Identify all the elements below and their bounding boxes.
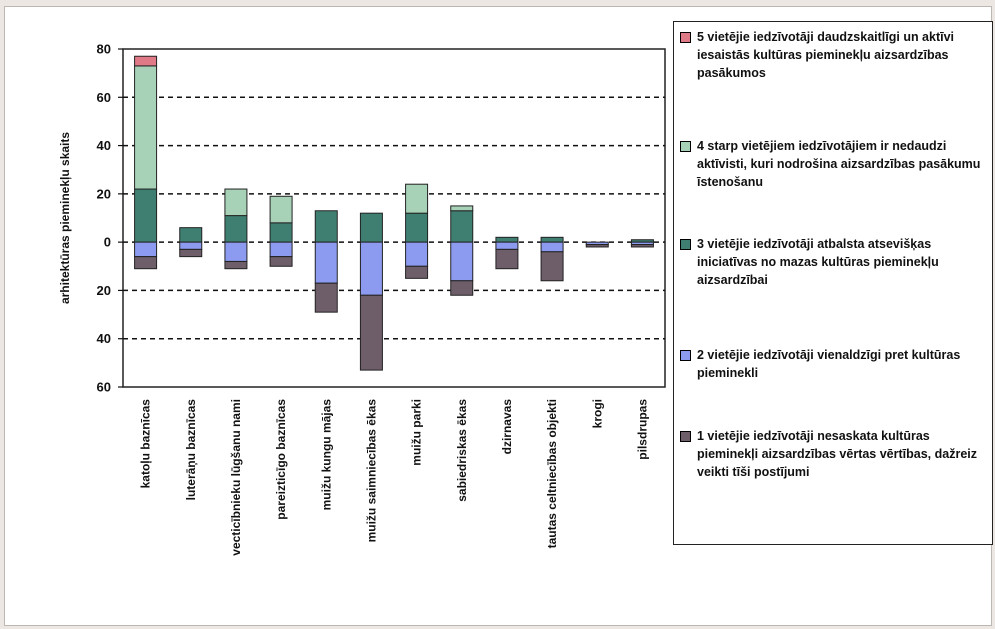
bar-segment	[269, 222, 293, 243]
legend-label-4: 4 starp vietējiem iedzīvotājiem ir nedau…	[697, 139, 981, 189]
bar-segment	[314, 210, 338, 243]
x-category-label: pilsdrupas	[635, 399, 649, 460]
bar-segment	[405, 265, 429, 279]
bar-segment	[269, 195, 293, 224]
bar-segment	[134, 188, 158, 243]
bar-segment	[134, 55, 158, 67]
plot-area	[122, 48, 666, 388]
y-tick-label: 60	[97, 380, 111, 395]
legend-item-2: 2 vietējie iedzīvotāji vienaldzīgi pret …	[680, 346, 985, 382]
y-axis-title: arhitektūras pieminekļu skaits	[58, 132, 72, 304]
bar-segment	[405, 212, 429, 243]
legend-swatch-3	[680, 239, 691, 250]
y-tick-label: 40	[97, 138, 111, 153]
x-category-label: vecticībnieku lūgšanu nami	[229, 399, 243, 556]
bar-segment	[450, 241, 474, 282]
y-tick-label: 80	[97, 42, 111, 57]
x-category-label: katoļu baznīcas	[139, 399, 153, 489]
legend-label-5: 5 vietējie iedzīvotāji daudzskaitlīgi un…	[697, 30, 955, 80]
bar-segment	[450, 205, 474, 212]
x-category-label: luterāņu baznīcas	[184, 399, 198, 501]
y-tick-label: 20	[97, 283, 111, 298]
bar-segment	[314, 282, 338, 313]
bar-segment	[495, 248, 519, 270]
bar-segment	[134, 256, 158, 270]
legend-item-3: 3 vietējie iedzīvotāji atbalsta atsevišķ…	[680, 235, 985, 289]
bar-segment	[405, 241, 429, 267]
bar-segment	[134, 241, 158, 258]
chart-canvas: 80 60 40 20 0 20 40 60 arhitektūras pieminekļu s…	[58, 42, 666, 556]
bar-segment	[450, 280, 474, 296]
x-category-label: muižu saimniecības ēkas	[364, 399, 378, 543]
bar-segment	[359, 212, 383, 243]
x-category-label: pareizticīgo baznīcas	[274, 399, 288, 520]
x-category-label: muižu parki	[410, 399, 424, 466]
bar-segment	[179, 248, 203, 258]
bar-segment	[314, 241, 338, 284]
bar-segment	[450, 210, 474, 243]
legend-swatch-1	[680, 431, 691, 442]
bar-segment	[224, 241, 248, 262]
bar-segment	[224, 215, 248, 243]
y-tick-label: 0	[104, 235, 111, 250]
bar-segment	[630, 244, 654, 248]
bar-segment	[179, 241, 203, 250]
legend-swatch-5	[680, 32, 691, 43]
legend-label-2: 2 vietējie iedzīvotāji vienaldzīgi pret …	[697, 348, 961, 380]
bar-segment	[540, 241, 564, 253]
bar-segment	[224, 260, 248, 270]
bar-segment	[540, 251, 564, 282]
legend-swatch-2	[680, 350, 691, 361]
bar-segment	[495, 236, 519, 243]
x-category-label: krogi	[590, 399, 604, 428]
chart-frame: 80 60 40 20 0 20 40 60 arhitektūras pieminekļu s…	[4, 6, 993, 626]
y-tick-label: 40	[97, 331, 111, 346]
y-tick-label: 20	[97, 186, 111, 201]
bar-segment	[405, 183, 429, 214]
legend: 5 vietējie iedzīvotāji daudzskaitlīgi un…	[673, 21, 993, 545]
x-category-label: tautas celtniecības objekti	[545, 399, 559, 548]
x-category-label: muižu kungu mājas	[319, 399, 333, 511]
legend-item-1: 1 vietējie iedzīvotāji nesaskata kultūra…	[680, 427, 985, 481]
y-tick-label: 60	[97, 90, 111, 105]
bar-segment	[359, 241, 383, 296]
legend-label-3: 3 vietējie iedzīvotāji atbalsta atsevišķ…	[697, 237, 939, 287]
x-category-label: sabiedriskas ēkas	[455, 399, 469, 502]
legend-label-1: 1 vietējie iedzīvotāji nesaskata kultūra…	[697, 429, 977, 479]
bar-segment	[585, 244, 609, 248]
bar-segment	[179, 227, 203, 243]
legend-item-5: 5 vietējie iedzīvotāji daudzskaitlīgi un…	[680, 28, 985, 82]
bar-segment	[134, 65, 158, 190]
bar-segment	[224, 188, 248, 217]
bar-segment	[359, 294, 383, 371]
bar-segment	[540, 236, 564, 243]
bar-segment	[269, 256, 293, 267]
bar-segment	[269, 241, 293, 258]
bar-segment	[495, 241, 519, 250]
x-category-label: dzirnavas	[500, 399, 514, 455]
legend-item-4: 4 starp vietējiem iedzīvotājiem ir nedau…	[680, 137, 985, 191]
legend-swatch-4	[680, 141, 691, 152]
